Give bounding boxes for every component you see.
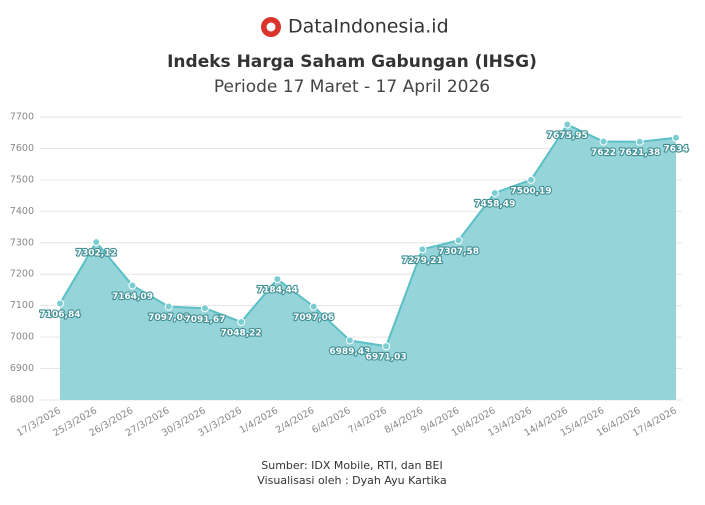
source: Sumber: IDX Mobile, RTI, dan BEI	[261, 459, 443, 472]
y-tick-label: 7700	[10, 112, 34, 123]
y-tick-label: 6900	[10, 363, 34, 374]
point	[200, 304, 209, 313]
y-tick-label: 7600	[10, 143, 34, 154]
data-label: 7097,06	[148, 313, 189, 323]
chart-title: Indeks Harga Saham Gabungan (IHSG)	[167, 52, 537, 72]
point	[563, 120, 572, 129]
point	[418, 245, 427, 254]
y-tick-label: 7500	[10, 174, 34, 185]
point	[672, 133, 680, 142]
data-label: 7048,22	[221, 328, 262, 338]
credit: Visualisasi oleh : Dyah Ayu Kartika	[257, 474, 446, 487]
data-label: 7675,95	[547, 131, 588, 141]
point	[490, 188, 499, 197]
point	[599, 137, 608, 146]
point	[273, 275, 282, 284]
area	[60, 124, 676, 401]
data-label: 6989,43	[329, 347, 370, 357]
point	[345, 336, 354, 345]
y-tick-label: 6800	[10, 395, 34, 406]
y-tick-label: 7200	[10, 269, 34, 280]
y-tick-label: 7400	[10, 206, 34, 217]
x-tick-label: 6/4/2026	[310, 405, 352, 436]
point	[454, 236, 463, 245]
point	[527, 175, 536, 184]
y-tick-label: 7100	[10, 300, 34, 311]
data-label: 7106,84	[40, 310, 81, 320]
y-tick-label: 7300	[10, 237, 34, 248]
data-label: 6971,03	[366, 353, 407, 363]
x-tick-label: 8/4/2026	[383, 405, 425, 436]
x-tick-label: 2/4/2026	[274, 405, 316, 436]
data-label: 7458,49	[474, 199, 515, 209]
data-label: 7091,67	[184, 315, 225, 325]
point	[164, 302, 173, 311]
y-tick-label: 7000	[10, 332, 34, 343]
data-label: 7302,12	[76, 249, 117, 259]
data-label: 7279,21	[402, 256, 443, 266]
point	[382, 342, 391, 351]
logo	[261, 17, 281, 37]
point	[92, 238, 101, 247]
point	[635, 137, 644, 146]
brand: DataIndonesia.id	[288, 16, 449, 38]
point	[309, 302, 318, 311]
data-label: 7164,09	[112, 292, 153, 302]
x-tick-label: 7/4/2026	[346, 405, 388, 436]
data-label: 7500,19	[511, 186, 552, 196]
data-label: 7621,38	[619, 148, 660, 158]
point	[237, 317, 246, 326]
data-label: 7622	[591, 148, 616, 158]
data-label: 7184,44	[257, 286, 298, 296]
data-label: 7097,06	[293, 313, 334, 323]
line	[59, 123, 677, 348]
x-tick-label: 1/4/2026	[238, 405, 280, 436]
point	[56, 299, 64, 308]
data-label: 7634	[663, 144, 688, 154]
data-label: 7307,58	[438, 247, 479, 257]
chart-subtitle: Periode 17 Maret - 17 April 2026	[214, 77, 490, 97]
point	[128, 281, 137, 290]
